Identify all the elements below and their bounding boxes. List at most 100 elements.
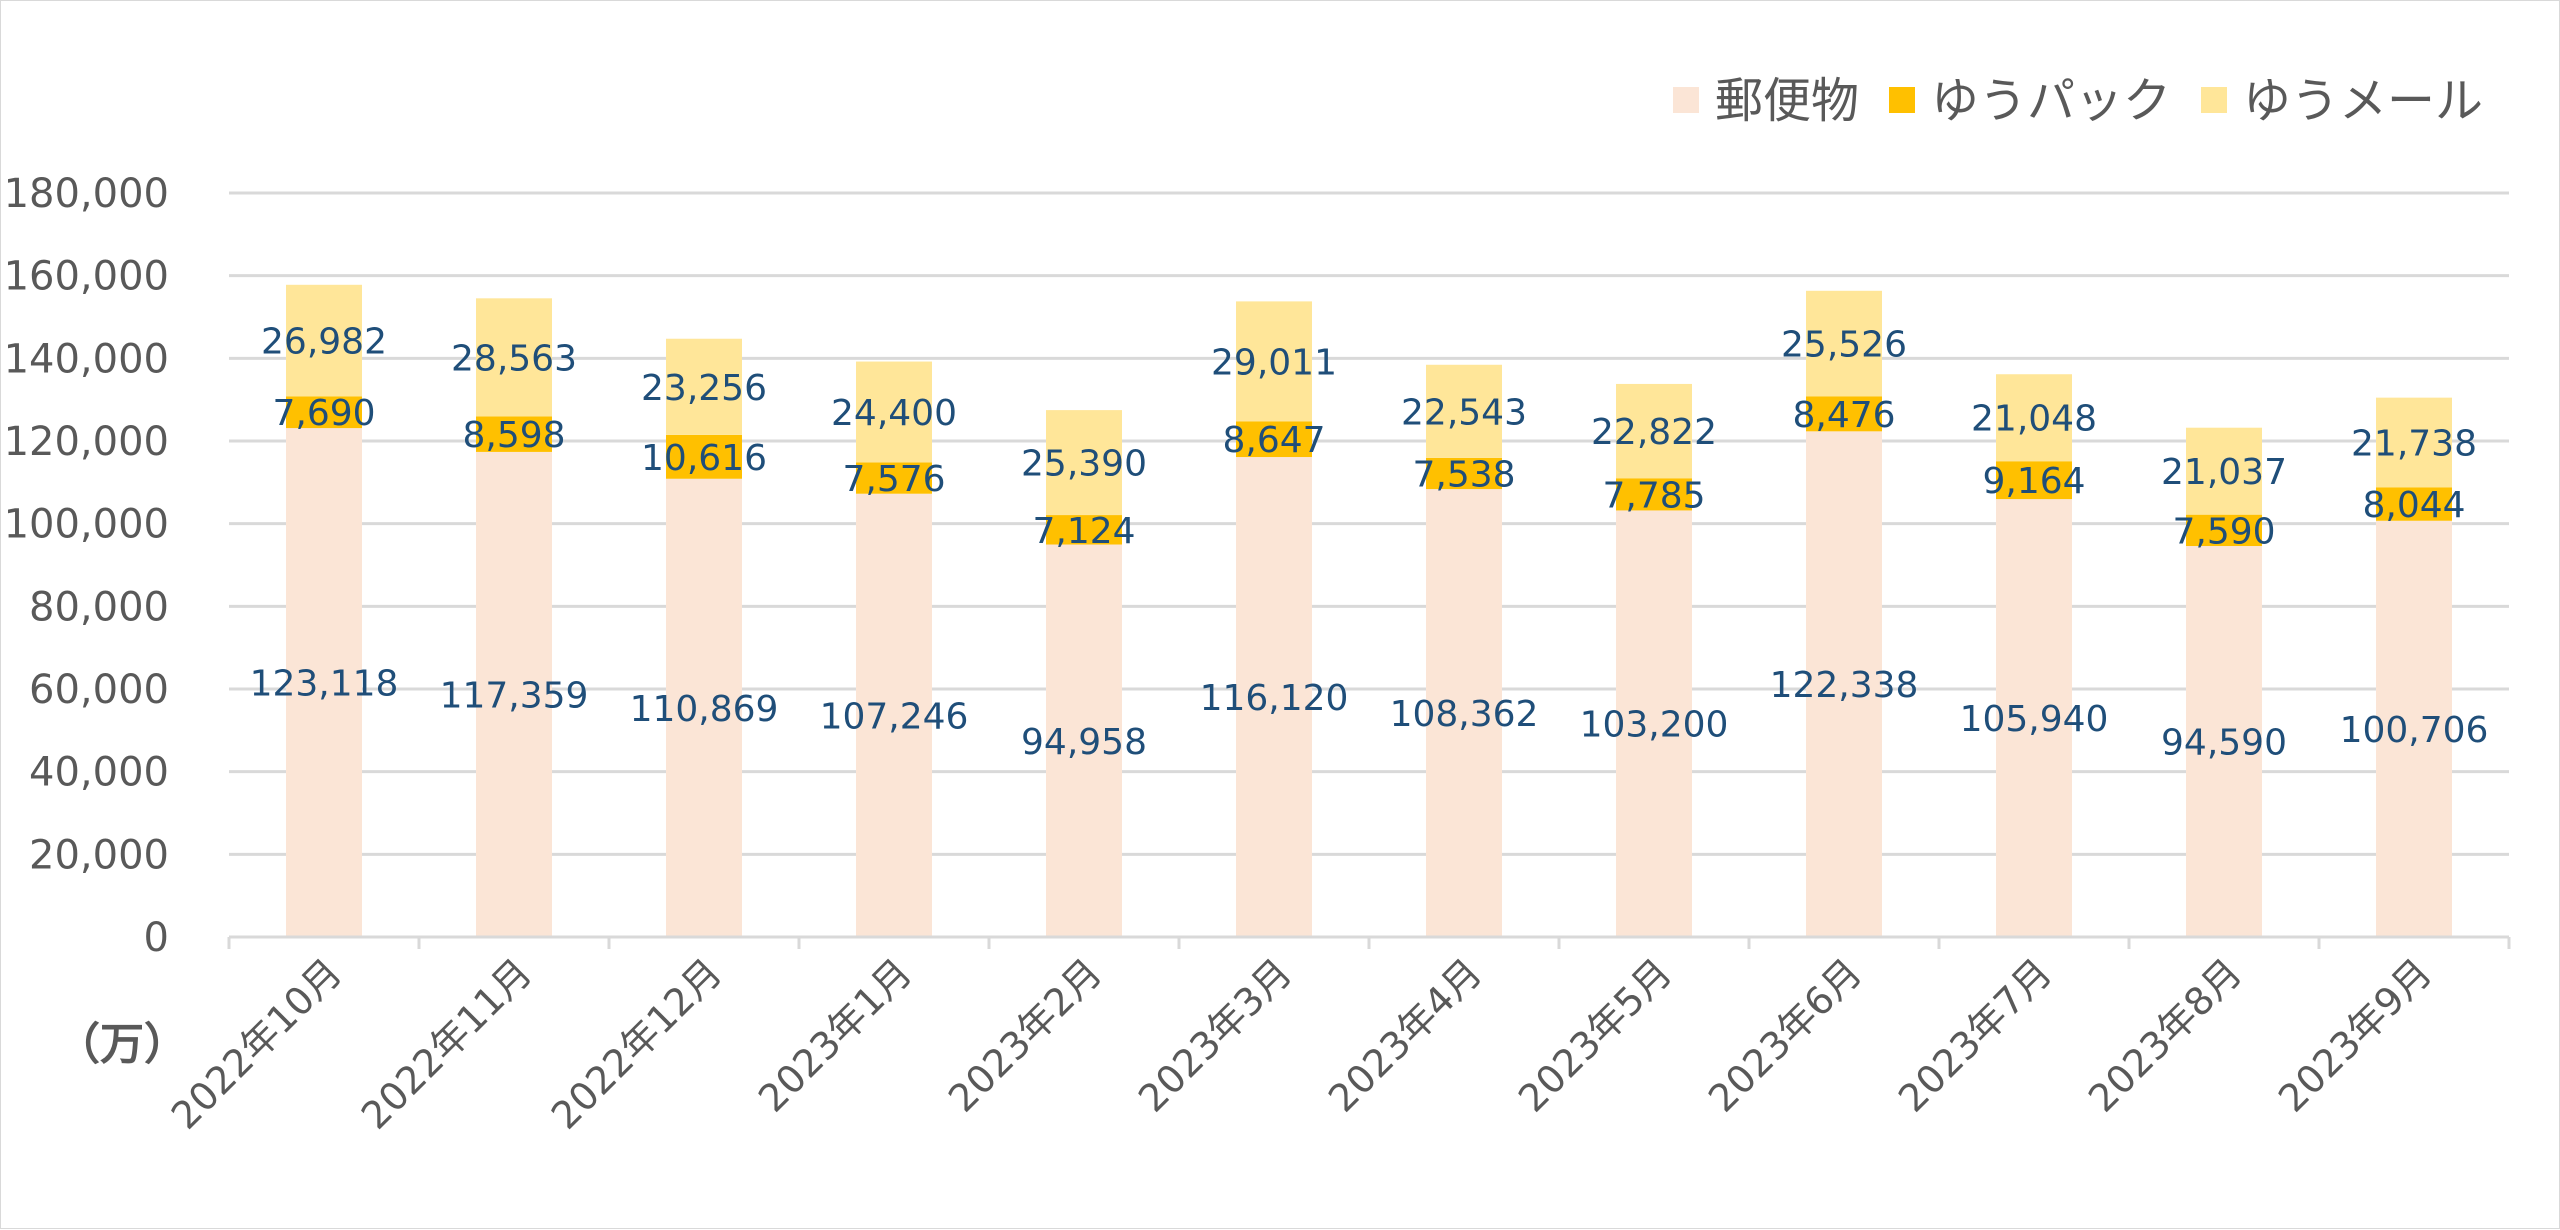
data-label: 9,164 bbox=[1982, 461, 2085, 502]
bar-segment-ゆうメール bbox=[1616, 383, 1692, 479]
data-label: 8,598 bbox=[462, 415, 565, 456]
bar-segment-ゆうメール bbox=[476, 298, 552, 417]
data-label: 7,590 bbox=[2172, 511, 2275, 552]
y-tick-label: 60,000 bbox=[29, 667, 169, 713]
bar-segment-ゆうメール bbox=[1806, 290, 1882, 397]
data-label: 22,543 bbox=[1401, 392, 1527, 433]
bar-segment-ゆうパック bbox=[1616, 478, 1692, 511]
data-label: 7,538 bbox=[1412, 455, 1515, 496]
y-axis-ticks: 0 20,000 40,000 60,000 80,000 100,000 120,000 1… bbox=[4, 171, 169, 961]
bar-segment-郵便物 bbox=[666, 478, 742, 937]
legend-swatch bbox=[1673, 87, 1699, 113]
bar-segment-郵便物 bbox=[1616, 510, 1692, 937]
x-tick-label: 2023年8月 bbox=[2080, 950, 2250, 1120]
x-tick-label: 2023年3月 bbox=[1130, 950, 1300, 1120]
x-tick-label: 2023年6月 bbox=[1700, 950, 1870, 1120]
bar-segment-ゆうメール bbox=[2186, 427, 2262, 515]
x-tick-label: 2023年9月 bbox=[2270, 950, 2440, 1120]
unit-label: （万） bbox=[56, 1019, 188, 1070]
x-tick-label: 2023年1月 bbox=[750, 950, 920, 1120]
data-label: 8,044 bbox=[2362, 485, 2465, 526]
data-label: 26,982 bbox=[261, 322, 387, 363]
data-label: 21,738 bbox=[2351, 424, 2477, 465]
data-label: 103,200 bbox=[1580, 705, 1729, 746]
bar-segment-ゆうパック bbox=[666, 434, 742, 479]
x-tick-label: 2022年11月 bbox=[353, 950, 540, 1137]
data-label: 123,118 bbox=[250, 664, 399, 705]
x-tick-label: 2023年7月 bbox=[1890, 950, 2060, 1120]
y-tick-label: 40,000 bbox=[29, 750, 169, 796]
bars bbox=[286, 284, 2452, 937]
bar-segment-ゆうパック bbox=[1046, 515, 1122, 545]
bar-segment-郵便物 bbox=[2376, 520, 2452, 937]
data-label: 105,940 bbox=[1960, 699, 2109, 740]
data-label: 7,124 bbox=[1032, 511, 1135, 552]
data-label: 21,037 bbox=[2161, 452, 2287, 493]
bar-segment-ゆうメール bbox=[666, 338, 742, 435]
x-tick-label: 2022年10月 bbox=[163, 950, 350, 1137]
data-label: 110,869 bbox=[630, 689, 779, 730]
bar-segment-郵便物 bbox=[2186, 546, 2262, 937]
bar-segment-ゆうメール bbox=[1236, 301, 1312, 422]
data-label: 21,048 bbox=[1971, 399, 2097, 440]
bar-segment-ゆうメール bbox=[286, 284, 362, 397]
bar-segment-郵便物 bbox=[1426, 489, 1502, 937]
data-label: 8,647 bbox=[1222, 420, 1325, 461]
data-label: 94,958 bbox=[1021, 722, 1147, 763]
bar-segment-ゆうパック bbox=[1806, 396, 1882, 432]
data-label: 22,822 bbox=[1591, 412, 1717, 453]
data-label: 122,338 bbox=[1770, 665, 1919, 706]
bar-segment-郵便物 bbox=[1806, 431, 1882, 937]
data-label: 116,120 bbox=[1200, 678, 1349, 719]
bar-segment-ゆうメール bbox=[2376, 397, 2452, 488]
bar-segment-ゆうパック bbox=[1426, 457, 1502, 490]
bar-segment-郵便物 bbox=[286, 428, 362, 937]
bar-segment-ゆうパック bbox=[286, 396, 362, 429]
y-tick-label: 20,000 bbox=[29, 832, 169, 878]
data-label: 94,590 bbox=[2161, 723, 2287, 764]
data-label: 117,359 bbox=[440, 675, 589, 716]
data-label: 100,706 bbox=[2340, 710, 2489, 751]
data-label: 7,690 bbox=[272, 393, 375, 434]
legend-swatch bbox=[1889, 87, 1915, 113]
data-label: 25,390 bbox=[1021, 444, 1147, 485]
bar-segment-ゆうパック bbox=[476, 416, 552, 452]
bar-segment-郵便物 bbox=[1236, 457, 1312, 937]
x-tick-label: 2023年2月 bbox=[940, 950, 1110, 1120]
data-label: 24,400 bbox=[831, 393, 957, 434]
data-label: 23,256 bbox=[641, 368, 767, 409]
y-tick-label: 120,000 bbox=[4, 419, 169, 465]
data-label: 7,576 bbox=[842, 459, 945, 500]
x-axis: 2022年10月 2022年11月 2022年12月 2023年1月 2023年2月 20… bbox=[163, 935, 2511, 1138]
bar-segment-郵便物 bbox=[1996, 499, 2072, 937]
y-tick-label: 0 bbox=[144, 915, 169, 961]
bar-segment-ゆうメール bbox=[1996, 374, 2072, 462]
data-label: 10,616 bbox=[641, 438, 767, 479]
legend-label: ゆうパック bbox=[1931, 73, 2171, 129]
data-labels: 123,118 7,690 26,982 117,359 8,598 28,563 110,… bbox=[250, 322, 2489, 764]
data-label: 29,011 bbox=[1211, 342, 1337, 383]
y-tick-label: 100,000 bbox=[4, 502, 169, 548]
y-tick-label: 180,000 bbox=[4, 171, 169, 217]
bar-segment-ゆうパック bbox=[2186, 514, 2262, 547]
data-label: 107,246 bbox=[820, 696, 969, 737]
gridlines bbox=[229, 191, 2509, 856]
x-tick-label: 2022年12月 bbox=[543, 950, 730, 1137]
bar-segment-ゆうパック bbox=[1236, 421, 1312, 458]
legend: ゆうメール ゆうパック 郵便物 bbox=[1673, 73, 2483, 129]
data-label: 28,563 bbox=[451, 338, 577, 379]
legend-label: 郵便物 bbox=[1715, 73, 1859, 129]
bar-segment-ゆうメール bbox=[1046, 410, 1122, 516]
bar-segment-ゆうパック bbox=[856, 462, 932, 494]
bar-segment-郵便物 bbox=[1046, 544, 1122, 937]
x-tick-label: 2023年4月 bbox=[1320, 950, 1490, 1120]
data-label: 108,362 bbox=[1390, 694, 1539, 735]
bar-segment-ゆうパック bbox=[2376, 487, 2452, 521]
data-label: 8,476 bbox=[1792, 395, 1895, 436]
legend-swatch bbox=[2201, 87, 2227, 113]
y-tick-label: 160,000 bbox=[4, 254, 169, 300]
data-label: 25,526 bbox=[1781, 325, 1907, 366]
x-tick-label: 2023年5月 bbox=[1510, 950, 1680, 1120]
